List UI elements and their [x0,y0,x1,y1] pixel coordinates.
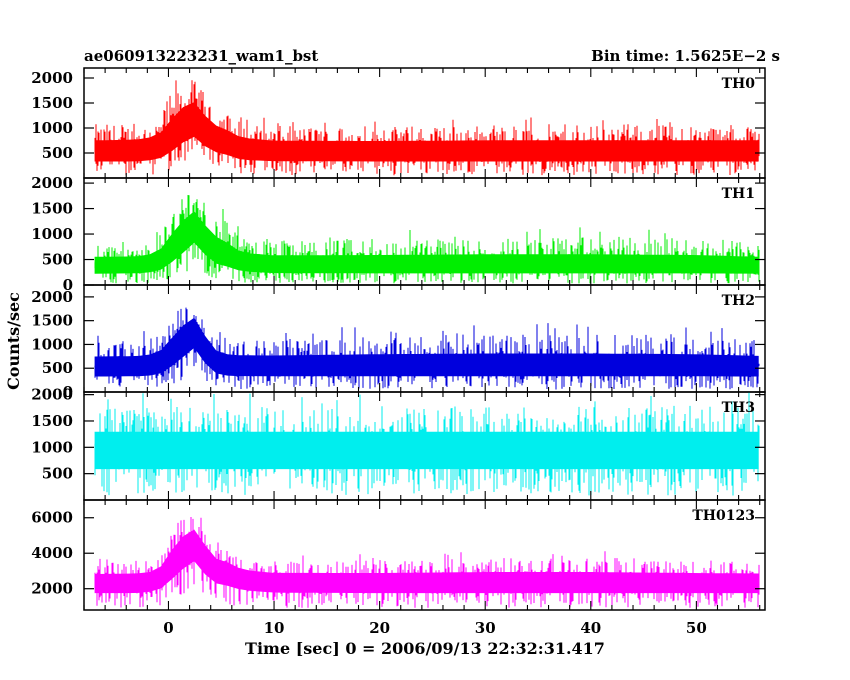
series-line-th1 [94,195,760,284]
x-tick-labels: 0 10 20 30 40 50 [163,619,707,637]
series-line-th0123 [94,517,760,608]
series-line-th2 [94,307,760,390]
y-tick-label: 500 [42,144,73,162]
y-tick-label: 1500 [31,312,73,330]
y-tick-label: 1500 [31,412,73,430]
y-tick-label: 500 [42,465,73,483]
x-tick-label: 20 [369,619,390,637]
x-axis-title: Time [sec] 0 = 2006/09/13 22:32:31.417 [245,639,605,658]
bin-time-label: Bin time: 1.5625E−2 s [591,47,780,65]
y-tick-label: 2000 [31,69,73,87]
series-line-th3 [94,392,760,496]
y-tick-label: 2000 [31,174,73,192]
y-tick-label: 2000 [31,580,73,598]
panel-th3: 500 1000 1500 2000 TH3 [31,386,766,501]
y-tick-label: 1000 [31,119,73,137]
x-tick-label: 50 [686,619,707,637]
panel-th0: 500 1000 1500 2000 TH0 [31,67,766,179]
panel-frame [83,499,766,611]
panel-th0123: 2000 4000 6000 TH0123 [31,499,766,611]
y-tick-label: 1000 [31,335,73,353]
x-tick-label: 40 [580,619,601,637]
y-tick-label: 0 [63,383,73,401]
panel-th1: 0 500 1000 1500 2000 TH1 [31,174,766,294]
x-tick-label: 30 [475,619,496,637]
band-label-th1: TH1 [722,186,755,202]
y-tick-label: 0 [63,276,73,294]
y-tick-label: 1000 [31,225,73,243]
y-tick-label: 1000 [31,438,73,456]
y-tick-label: 500 [42,251,73,269]
observation-id: ae060913223231_wam1_bst [84,47,318,65]
y-tick-label: 1500 [31,94,73,112]
y-axis-title: Counts/sec [4,292,23,390]
y-tick-label: 6000 [31,509,73,527]
band-label-th3: TH3 [722,400,755,416]
band-label-th0: TH0 [722,76,756,92]
series-line-th0 [94,80,760,176]
band-label-th2: TH2 [722,293,755,309]
y-tick-label: 4000 [31,544,73,562]
band-label-th0123: TH0123 [692,508,755,524]
y-tick-label: 2000 [31,386,73,404]
y-tick-label: 2000 [31,288,73,306]
x-tick-label: 10 [264,619,285,637]
x-tick-label: 0 [163,619,173,637]
panel-th2: 0 500 1000 1500 2000 TH2 [31,284,766,401]
y-tick-label: 500 [42,359,73,377]
y-tick-label: 1500 [31,200,73,218]
